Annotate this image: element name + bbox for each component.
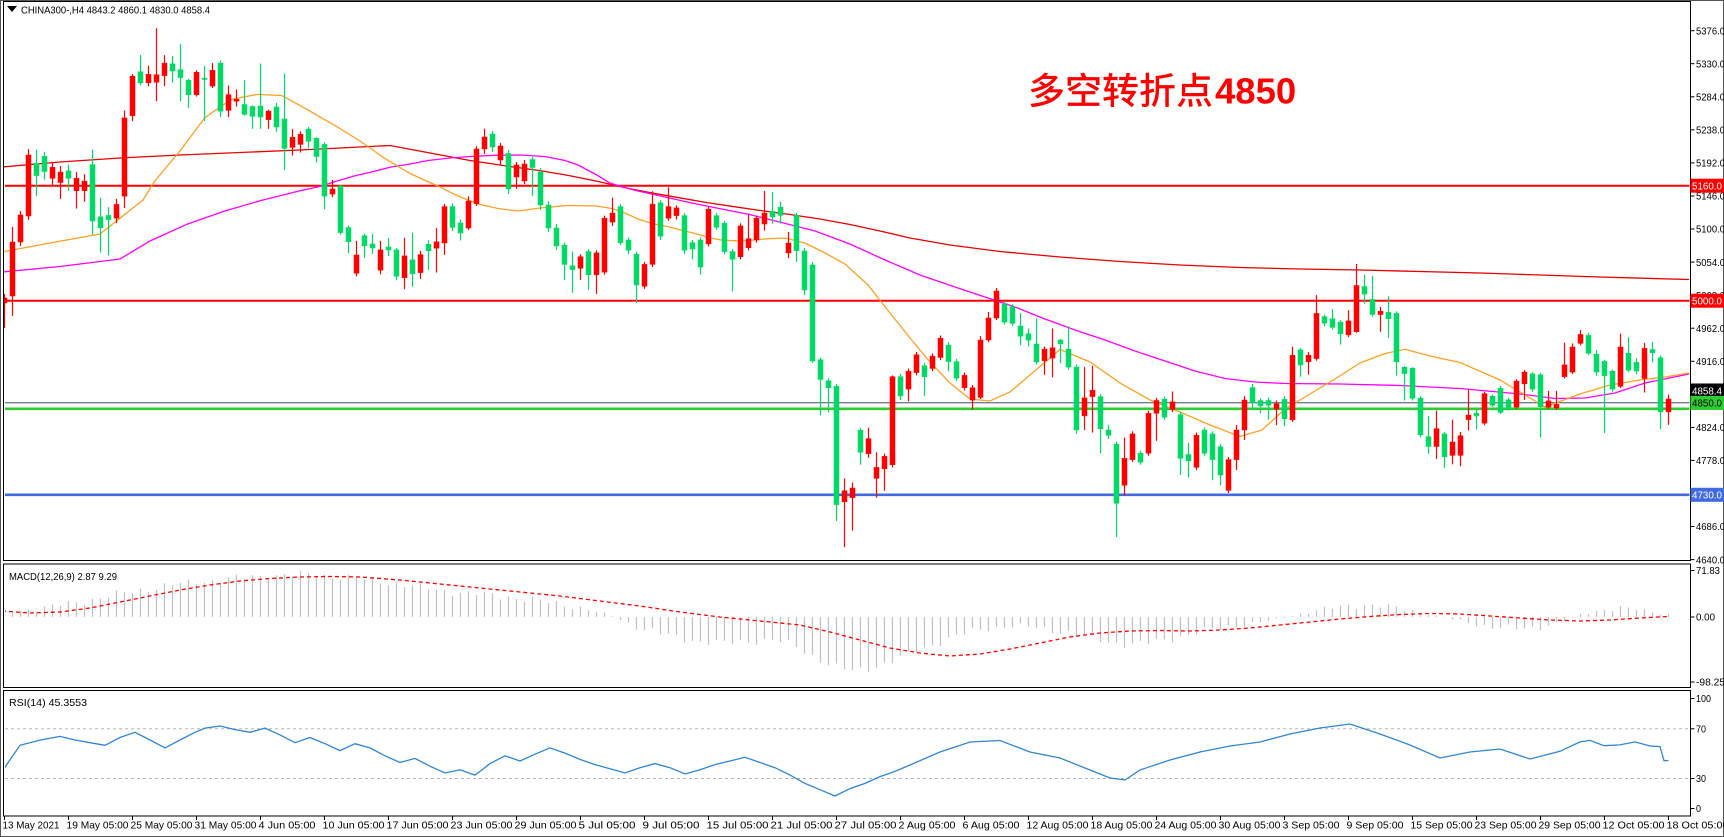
svg-text:15 Jul 05:00: 15 Jul 05:00 [707, 820, 769, 832]
svg-text:24 Aug 05:00: 24 Aug 05:00 [1155, 820, 1217, 832]
svg-text:31 May 05:00: 31 May 05:00 [195, 820, 257, 832]
svg-text:MACD(12,26,9) 2.87 9.29: MACD(12,26,9) 2.87 9.29 [9, 571, 117, 583]
svg-text:17 Jun 05:00: 17 Jun 05:00 [387, 820, 449, 832]
svg-text:5376.0: 5376.0 [1696, 26, 1724, 37]
svg-text:5238.0: 5238.0 [1696, 126, 1724, 137]
svg-text:12 Aug 05:00: 12 Aug 05:00 [1027, 820, 1089, 832]
svg-text:5000.0: 5000.0 [1692, 297, 1723, 308]
svg-text:30 Aug 05:00: 30 Aug 05:00 [1219, 820, 1281, 832]
svg-text:4850.0: 4850.0 [1692, 399, 1723, 410]
svg-text:18 Aug 05:00: 18 Aug 05:00 [1091, 820, 1153, 832]
svg-text:19 May 05:00: 19 May 05:00 [67, 820, 129, 832]
svg-text:4824.0: 4824.0 [1696, 423, 1724, 434]
svg-text:-98.25: -98.25 [1696, 678, 1724, 689]
svg-text:CHINA300-,H4 4843.2 4860.1 48: CHINA300-,H4 4843.2 4860.1 4830.0 4858.4 [21, 5, 210, 17]
svg-text:5054.0: 5054.0 [1696, 258, 1724, 269]
svg-text:70: 70 [1696, 725, 1706, 736]
svg-text:5100.0: 5100.0 [1696, 225, 1724, 236]
svg-text:100: 100 [1696, 694, 1711, 705]
svg-text:9 Sep 05:00: 9 Sep 05:00 [1347, 820, 1404, 832]
svg-text:0: 0 [1696, 804, 1702, 815]
svg-text:4858.4: 4858.4 [1692, 386, 1723, 397]
svg-text:15 Sep 05:00: 15 Sep 05:00 [1411, 820, 1473, 832]
svg-text:29 Sep 05:00: 29 Sep 05:00 [1539, 820, 1601, 832]
svg-text:5330.0: 5330.0 [1696, 59, 1724, 70]
svg-text:RSI(14) 45.3553: RSI(14) 45.3553 [9, 697, 87, 709]
svg-text:6 Aug 05:00: 6 Aug 05:00 [963, 820, 1020, 832]
svg-text:2 Aug 05:00: 2 Aug 05:00 [899, 820, 956, 832]
svg-text:27 Jul 05:00: 27 Jul 05:00 [835, 820, 897, 832]
svg-text:0.00: 0.00 [1696, 613, 1716, 624]
svg-text:5160.0: 5160.0 [1692, 182, 1723, 193]
svg-text:23 Sep 05:00: 23 Sep 05:00 [1475, 820, 1537, 832]
svg-text:21 Jul 05:00: 21 Jul 05:00 [771, 820, 833, 832]
svg-text:23 Jun 05:00: 23 Jun 05:00 [451, 820, 513, 832]
svg-text:4916.0: 4916.0 [1696, 357, 1724, 368]
svg-text:4850: 4850 [1215, 71, 1296, 112]
svg-text:4 Jun 05:00: 4 Jun 05:00 [259, 820, 316, 832]
svg-text:71.83: 71.83 [1696, 566, 1721, 577]
svg-text:3 Sep 05:00: 3 Sep 05:00 [1283, 820, 1340, 832]
svg-text:25 May 05:00: 25 May 05:00 [131, 820, 193, 832]
svg-text:4730.0: 4730.0 [1692, 491, 1723, 502]
svg-text:30: 30 [1696, 774, 1706, 785]
svg-text:18 Oct 05:00: 18 Oct 05:00 [1667, 820, 1724, 832]
svg-text:9 Jul 05:00: 9 Jul 05:00 [643, 820, 700, 832]
svg-text:4640.0: 4640.0 [1696, 555, 1724, 566]
svg-text:5 Jul 05:00: 5 Jul 05:00 [579, 820, 636, 832]
svg-text:5284.0: 5284.0 [1696, 93, 1724, 104]
svg-text:4686.0: 4686.0 [1696, 522, 1724, 533]
svg-text:29 Jun 05:00: 29 Jun 05:00 [515, 820, 577, 832]
svg-text:12 Oct 05:00: 12 Oct 05:00 [1603, 820, 1665, 832]
svg-text:4778.0: 4778.0 [1696, 456, 1724, 467]
svg-text:4962.0: 4962.0 [1696, 324, 1724, 335]
svg-text:5192.0: 5192.0 [1696, 159, 1724, 170]
svg-text:10 Jun 05:00: 10 Jun 05:00 [323, 820, 385, 832]
svg-text:13 May 2021: 13 May 2021 [3, 820, 60, 832]
svg-text:5146.0: 5146.0 [1696, 192, 1724, 203]
